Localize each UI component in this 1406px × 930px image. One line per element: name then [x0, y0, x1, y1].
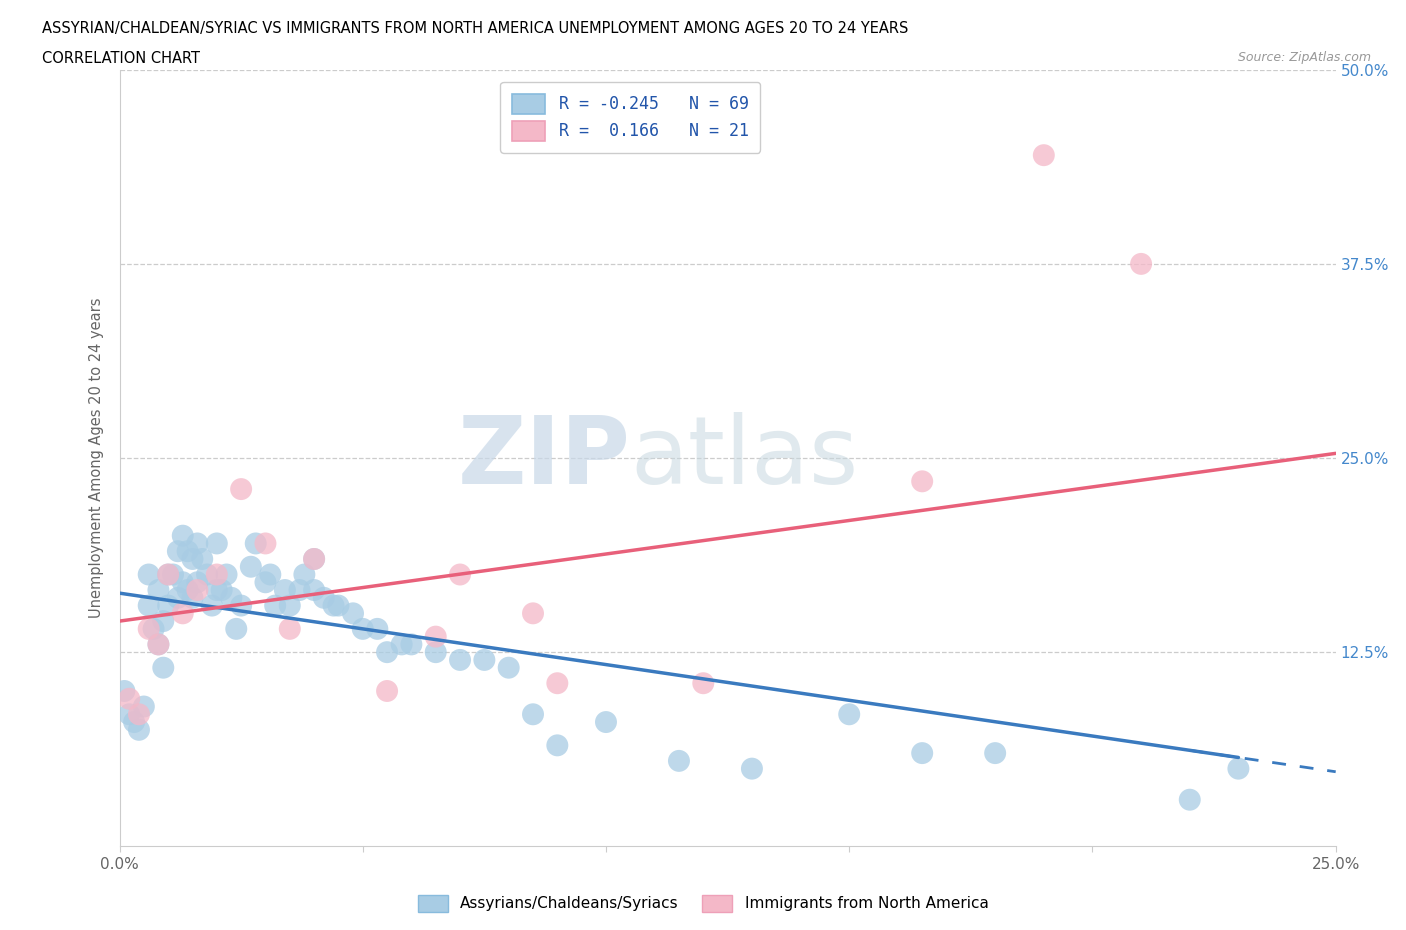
Point	[1032, 148, 1054, 163]
Point	[375, 644, 398, 659]
Point	[181, 551, 204, 566]
Point	[498, 660, 520, 675]
Point	[1227, 761, 1250, 776]
Point	[911, 746, 934, 761]
Point	[112, 684, 135, 698]
Point	[259, 567, 281, 582]
Text: CORRELATION CHART: CORRELATION CHART	[42, 51, 200, 66]
Point	[118, 691, 141, 706]
Point	[157, 567, 180, 582]
Point	[201, 598, 224, 613]
Point	[176, 544, 198, 559]
Point	[312, 591, 335, 605]
Point	[122, 714, 145, 729]
Point	[138, 598, 160, 613]
Point	[302, 582, 325, 597]
Point	[668, 753, 690, 768]
Point	[302, 551, 325, 566]
Point	[221, 591, 243, 605]
Point	[391, 637, 413, 652]
Point	[162, 567, 184, 582]
Point	[692, 676, 714, 691]
Point	[838, 707, 860, 722]
Point	[231, 482, 253, 497]
Point	[211, 582, 233, 597]
Text: ASSYRIAN/CHALDEAN/SYRIAC VS IMMIGRANTS FROM NORTH AMERICA UNEMPLOYMENT AMONG AGE: ASSYRIAN/CHALDEAN/SYRIAC VS IMMIGRANTS F…	[42, 21, 908, 36]
Point	[278, 598, 301, 613]
Point	[152, 614, 174, 629]
Point	[302, 551, 325, 566]
Point	[128, 723, 150, 737]
Point	[205, 536, 228, 551]
Point	[191, 551, 214, 566]
Text: atlas: atlas	[630, 412, 859, 504]
Point	[984, 746, 1007, 761]
Point	[138, 567, 160, 582]
Point	[186, 575, 208, 590]
Point	[292, 567, 315, 582]
Point	[195, 567, 218, 582]
Point	[352, 621, 374, 636]
Point	[148, 637, 170, 652]
Point	[132, 699, 155, 714]
Point	[254, 575, 277, 590]
Point	[205, 567, 228, 582]
Point	[172, 575, 194, 590]
Point	[128, 707, 150, 722]
Point	[254, 536, 277, 551]
Point	[425, 644, 447, 659]
Point	[1130, 257, 1153, 272]
Point	[288, 582, 311, 597]
Point	[1178, 792, 1201, 807]
Point	[595, 714, 617, 729]
Point	[401, 637, 423, 652]
Point	[911, 474, 934, 489]
Legend: R = -0.245   N = 69, R =  0.166   N = 21: R = -0.245 N = 69, R = 0.166 N = 21	[501, 82, 761, 153]
Point	[186, 582, 208, 597]
Point	[342, 606, 364, 621]
Y-axis label: Unemployment Among Ages 20 to 24 years: Unemployment Among Ages 20 to 24 years	[89, 298, 104, 618]
Point	[118, 707, 141, 722]
Point	[172, 528, 194, 543]
Point	[157, 567, 180, 582]
Point	[264, 598, 287, 613]
Point	[425, 630, 447, 644]
Point	[245, 536, 267, 551]
Point	[239, 559, 262, 574]
Point	[148, 637, 170, 652]
Point	[148, 582, 170, 597]
Legend: Assyrians/Chaldeans/Syriacs, Immigrants from North America: Assyrians/Chaldeans/Syriacs, Immigrants …	[412, 889, 994, 918]
Point	[741, 761, 763, 776]
Point	[546, 737, 568, 752]
Point	[522, 606, 544, 621]
Text: ZIP: ZIP	[457, 412, 630, 504]
Point	[546, 676, 568, 691]
Point	[181, 591, 204, 605]
Point	[172, 606, 194, 621]
Point	[322, 598, 344, 613]
Point	[231, 598, 253, 613]
Point	[138, 621, 160, 636]
Point	[186, 536, 208, 551]
Point	[215, 567, 238, 582]
Point	[328, 598, 350, 613]
Point	[205, 582, 228, 597]
Point	[225, 621, 247, 636]
Point	[167, 591, 190, 605]
Point	[152, 660, 174, 675]
Point	[449, 567, 471, 582]
Text: Source: ZipAtlas.com: Source: ZipAtlas.com	[1237, 51, 1371, 64]
Point	[274, 582, 297, 597]
Point	[176, 582, 198, 597]
Point	[472, 653, 496, 668]
Point	[142, 621, 165, 636]
Point	[157, 598, 180, 613]
Point	[366, 621, 388, 636]
Point	[375, 684, 398, 698]
Point	[522, 707, 544, 722]
Point	[449, 653, 471, 668]
Point	[278, 621, 301, 636]
Point	[167, 544, 190, 559]
